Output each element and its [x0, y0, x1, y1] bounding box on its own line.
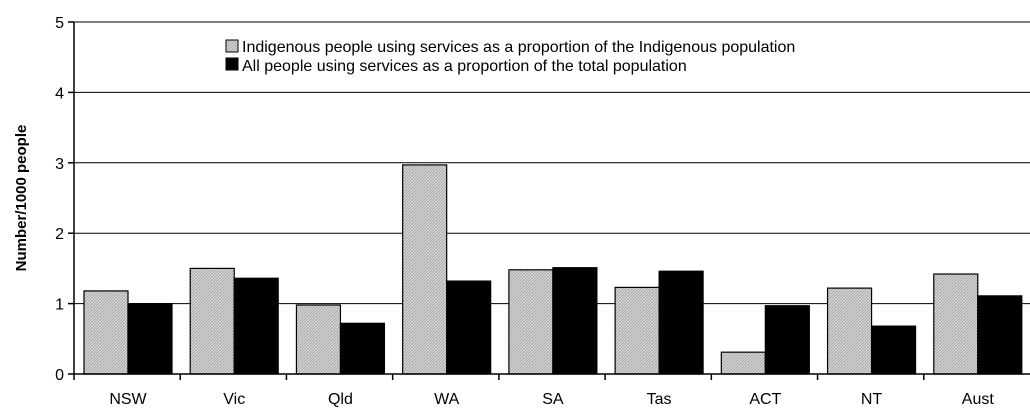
bar-indigenous-aust	[933, 273, 979, 375]
y-tick-labels: 0 1 2 3 4 5	[55, 15, 64, 384]
legend: Indigenous people using services as a pr…	[225, 39, 795, 75]
bar-all-people-vic	[233, 277, 279, 375]
x-tick-label: NSW	[109, 391, 147, 408]
y-tick-label: 4	[55, 85, 64, 102]
x-tick-label: Aust	[962, 391, 995, 408]
y-axis-label: Number/1000 people	[13, 125, 30, 272]
bar-indigenous-nsw	[83, 290, 129, 375]
legend-label-all-people: All people using services as a proportio…	[242, 58, 687, 75]
bar-indigenous-sa	[508, 269, 554, 375]
bar-all-people-sa	[552, 267, 598, 375]
legend-swatch-indigenous	[225, 39, 239, 53]
x-tick-label: NT	[861, 391, 883, 408]
bar-all-people-nt	[870, 325, 917, 375]
y-tick-label: 2	[55, 226, 64, 243]
legend-swatch-all-people	[225, 57, 239, 71]
bar-indigenous-qld	[295, 304, 342, 375]
axes	[68, 21, 1030, 380]
x-tick-label: Vic	[223, 391, 245, 408]
legend-label-indigenous: Indigenous people using services as a pr…	[242, 39, 795, 56]
bar-indigenous-wa	[402, 164, 448, 375]
bar-indigenous-vic	[189, 267, 235, 375]
x-tick-label: Tas	[647, 391, 672, 408]
x-tick-label: ACT	[749, 391, 781, 408]
bar-all-people-tas	[658, 270, 704, 375]
y-tick-label: 1	[55, 297, 64, 314]
x-tick-label: Qld	[328, 391, 353, 408]
x-tick-label: SA	[542, 391, 564, 408]
y-tick-label: 3	[55, 156, 64, 173]
bar-all-people-nsw	[127, 303, 173, 375]
y-tick-label: 0	[55, 367, 64, 384]
bar-all-people-act	[764, 305, 810, 375]
bar-indigenous-tas	[614, 286, 660, 375]
bar-all-people-wa	[446, 280, 492, 375]
x-tick-labels: NSW Vic Qld WA SA Tas ACT NT Aust	[109, 391, 994, 408]
bars	[83, 164, 1023, 375]
bar-indigenous-nt	[826, 287, 873, 375]
bar-all-people-aust	[977, 295, 1023, 375]
x-tick-label: WA	[434, 391, 460, 408]
bar-indigenous-act	[720, 351, 766, 375]
y-tick-label: 5	[55, 15, 64, 32]
bar-all-people-qld	[339, 322, 386, 375]
